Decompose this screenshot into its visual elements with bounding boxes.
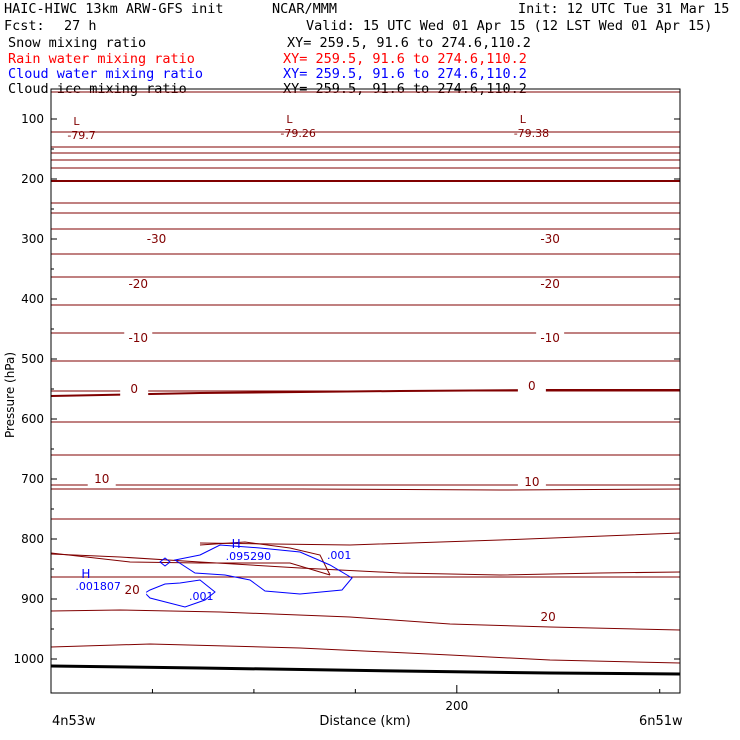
low-marker: L [286, 113, 293, 126]
x-tick-label: 200 [445, 699, 468, 713]
isotherm-lines [50, 91, 681, 664]
low-marker: L [520, 113, 527, 126]
y-tick-label: 300 [21, 232, 44, 246]
field-xy-rain: XY= 259.5, 91.6 to 274.6,110.2 [283, 51, 527, 67]
high-marker: H [232, 537, 241, 551]
isotherm-label: -10 [128, 331, 148, 345]
isotherm-line [51, 488, 681, 491]
isotherm-line [50, 609, 681, 631]
isotherm-label-bg [517, 476, 546, 489]
contour-labels: -30 -30-20 -20-10 -100 010 102020L-79.7L-79.2… [67, 113, 565, 624]
y-tick-label: 500 [21, 352, 44, 366]
plot-frame [50, 88, 681, 694]
isotherm-label-bg [87, 473, 116, 486]
isotherm-label-bg [142, 233, 171, 246]
cloud-contour [173, 544, 353, 595]
isotherm-label: 0 [130, 382, 138, 396]
isotherm-label-bg [536, 278, 565, 291]
x-axis-label: Distance (km) [319, 714, 410, 729]
x-axis-ticks: 200 [151, 685, 661, 713]
y-tick-label: 400 [21, 292, 44, 306]
forecast-label: Fcst: [4, 18, 45, 34]
cloud-contour [159, 557, 171, 567]
low-marker: L [73, 115, 80, 128]
y-tick-label: 900 [21, 592, 44, 606]
isotherm-label-bg [534, 611, 563, 624]
isotherm-label: -20 [128, 277, 148, 291]
isotherm-line [199, 532, 681, 546]
x-start-label: 4n53w [52, 714, 96, 729]
high-value: .001807 [75, 580, 121, 593]
isotherm-label-bg [120, 383, 149, 396]
cloud-water-contours [144, 544, 353, 608]
cloud-contour-label: .001 [327, 549, 352, 562]
y-tick-label: 200 [21, 172, 44, 186]
isotherm-label-bg [118, 584, 147, 597]
isotherm-label-bg [124, 278, 153, 291]
high-marker: H [81, 567, 90, 581]
valid-time: Valid: 15 UTC Wed 01 Apr 15 (12 LST Wed … [306, 18, 713, 34]
field-name-snow: Snow mixing ratio [8, 35, 147, 51]
high-value: .095290 [226, 550, 271, 563]
y-tick-label: 600 [21, 412, 44, 426]
low-value: -79.7 [67, 129, 95, 142]
isotherm-label: -30 [147, 232, 167, 246]
forecast-hours: 27 h [64, 18, 97, 34]
field-name-cloud-water: Cloud water mixing ratio [8, 66, 204, 82]
field-xy-cloud-water: XY= 259.5, 91.6 to 274.6,110.2 [283, 66, 527, 82]
isotherm-label: -30 [540, 232, 560, 246]
field-name-rain: Rain water mixing ratio [8, 51, 195, 67]
y-tick-label: 700 [21, 472, 44, 486]
org-label: NCAR/MMM [272, 1, 338, 17]
low-value: -79.26 [280, 127, 315, 140]
y-axis-label: Pressure (hPa) [3, 352, 17, 438]
x-end-label: 6n51w [639, 714, 683, 729]
isotherm-label: 20 [540, 610, 555, 624]
isotherm-label: 20 [125, 583, 140, 597]
cloud-contour [144, 579, 216, 608]
isotherm-label: 0 [528, 379, 536, 393]
isotherm-zero-line [50, 389, 680, 397]
isotherm-label-bg [124, 332, 153, 345]
y-tick-label: 800 [21, 532, 44, 546]
isotherm-line [50, 553, 681, 576]
field-xy-snow: XY= 259.5, 91.6 to 274.6,110.2 [287, 35, 531, 51]
isotherm-label-bg [536, 332, 565, 345]
init-time: Init: 12 UTC Tue 31 Mar 15 [518, 1, 730, 17]
isotherm-label: -20 [540, 277, 560, 291]
model-title: HAIC-HIWC 13km ARW-GFS init [4, 1, 224, 17]
isotherm-line [50, 552, 331, 576]
y-tick-label: 100 [21, 112, 44, 126]
isotherm-label-bg [536, 233, 565, 246]
isotherm-label-bg [517, 380, 546, 393]
cloud-contour-label: .001 [189, 590, 214, 603]
low-value: -79.38 [514, 127, 549, 140]
isotherm-label: 10 [94, 472, 109, 486]
y-tick-label: 1000 [13, 652, 44, 666]
isotherm-label: -10 [540, 331, 560, 345]
isotherm-line [50, 643, 681, 664]
ground-surface-line [50, 664, 681, 676]
isotherm-label: 10 [524, 475, 539, 489]
